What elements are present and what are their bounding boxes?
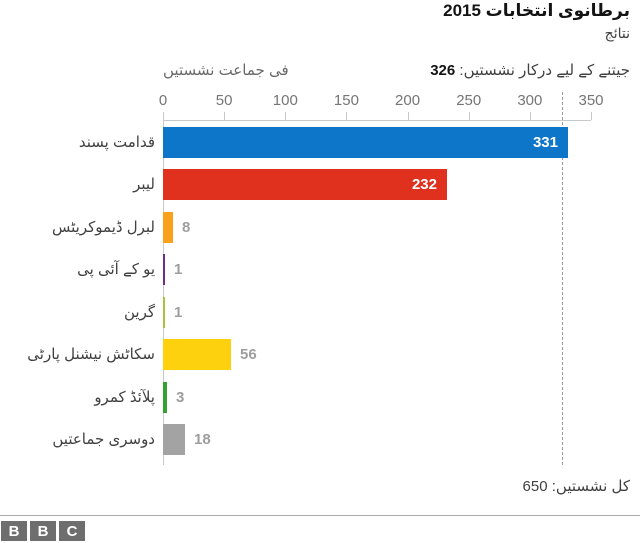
value-label-labour: 232 (411, 176, 437, 193)
value-label-ukip: 1 (174, 261, 183, 278)
value-label-snp: 56 (240, 346, 257, 363)
bbc-logo-block: B (30, 521, 56, 541)
bbc-logo-block: C (59, 521, 85, 541)
bar-ukip (163, 254, 165, 285)
x-tick-mark (469, 112, 470, 120)
bar-snp (163, 339, 231, 370)
footer-divider (0, 515, 640, 516)
x-tick-mark (530, 112, 531, 120)
x-axis-label: فی جماعت نشستیں (163, 62, 289, 79)
x-tick-label: 250 (456, 92, 482, 109)
total-seats-value: 650 (522, 478, 548, 495)
x-tick-mark (224, 112, 225, 120)
category-label-snp: سکاٹش نیشنل پارٹی (27, 346, 155, 363)
x-tick-label: 300 (517, 92, 543, 109)
x-tick-mark (163, 112, 164, 120)
bar-conservative (163, 127, 568, 158)
majority-annotation: جیتنے کے لیے درکار نشستیں: 326 (430, 61, 630, 79)
total-seats-note: کل نشستیں: 650 (523, 477, 630, 495)
majority-threshold-line (562, 92, 563, 465)
value-label-liberal-democrats: 8 (182, 219, 191, 236)
bar-plaid-cymru (163, 382, 167, 413)
category-label-others: دوسری جماعتیں (52, 431, 155, 448)
value-label-others: 18 (194, 431, 211, 448)
x-tick-label: 0 (158, 92, 168, 109)
bar-labour (163, 169, 447, 200)
bar-liberal-democrats (163, 212, 173, 243)
bbc-logo-block: B (1, 521, 27, 541)
category-label-conservative: قدامت پسند (78, 134, 155, 151)
bar-green (163, 297, 165, 328)
category-label-liberal-democrats: لبرل ڈیموکریٹس (52, 219, 155, 236)
chart-title: برطانوی انتخابات 2015 (443, 1, 630, 20)
x-tick-label: 350 (578, 92, 604, 109)
x-tick-label: 100 (272, 92, 298, 109)
x-axis-line (163, 120, 591, 121)
bar-others (163, 424, 185, 455)
value-label-conservative: 331 (532, 134, 558, 151)
x-tick-mark (346, 112, 347, 120)
x-tick-mark (591, 112, 592, 120)
chart-subtitle: نتائج (604, 25, 630, 41)
value-label-plaid-cymru: 3 (176, 389, 185, 406)
category-label-green: گرین (123, 304, 155, 321)
value-label-green: 1 (174, 304, 183, 321)
x-tick-mark (408, 112, 409, 120)
x-tick-label: 50 (215, 92, 233, 109)
category-label-ukip: یو کے آئی پی (77, 261, 155, 278)
x-tick-label: 150 (333, 92, 359, 109)
majority-annotation-value: 326 (430, 62, 456, 79)
x-tick-label: 200 (395, 92, 421, 109)
x-tick-mark (285, 112, 286, 120)
total-seats-label: کل نشستیں: (551, 478, 630, 495)
majority-annotation-text: جیتنے کے لیے درکار نشستیں: (459, 62, 630, 79)
zero-baseline (163, 120, 164, 465)
category-label-labour: لیبر (133, 176, 155, 193)
category-label-plaid-cymru: پلآئڈ کمرو (94, 389, 155, 406)
